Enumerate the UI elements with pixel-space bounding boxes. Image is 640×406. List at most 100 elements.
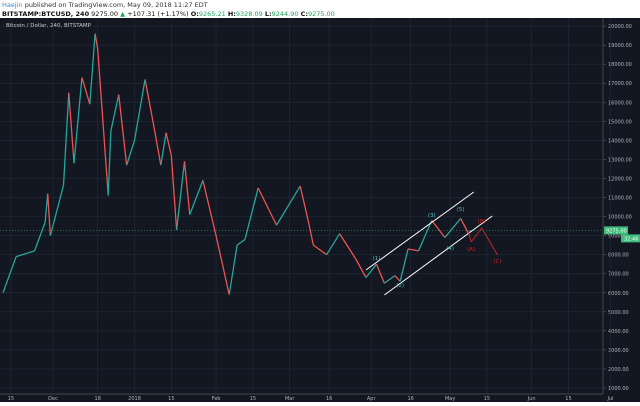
x-tick-label: Apr: [367, 396, 377, 402]
price-segment: [160, 132, 167, 166]
y-tick-label: 19000.00: [608, 43, 632, 49]
high-value: 9328.09: [235, 10, 263, 18]
price-axis: [603, 18, 640, 402]
last-price-tag: [604, 226, 628, 235]
price-segment: [73, 77, 83, 164]
y-tick-label: 9000.00: [608, 234, 629, 240]
chart-svg[interactable]: 20000.00 19000.00 18000.00 17000.00 16000.00…: [0, 18, 640, 402]
price-segment: [47, 193, 52, 236]
low-value: 9244.90: [271, 10, 299, 18]
y-tick-label: 18000.00: [608, 62, 632, 68]
price-segment: [49, 184, 65, 236]
price-segment: [383, 275, 396, 284]
y-tick-label: 10000.00: [608, 215, 632, 221]
low-label: L:: [264, 10, 272, 18]
y-tick-label: 5000.00: [608, 310, 629, 316]
author-link[interactable]: Haejin: [2, 1, 23, 9]
y-tick-label: 8000.00: [608, 253, 629, 259]
price-segment: [394, 275, 401, 282]
price-segment: [228, 245, 238, 295]
x-tick-label: May: [445, 396, 455, 402]
channel-line: [384, 215, 493, 296]
price-segment: [444, 218, 462, 238]
open-value: 9265.21: [198, 10, 226, 18]
symbol-label: BITSTAMP:BTCUSD, 240: [2, 10, 90, 18]
price-segment: [165, 132, 172, 156]
price-segment: [183, 161, 191, 215]
price-segment: [202, 180, 217, 236]
abc-projection-line: [470, 227, 483, 243]
price-segment: [89, 33, 96, 105]
x-tick-label: 18: [95, 396, 101, 402]
y-tick-label: 6000.00: [608, 291, 629, 297]
price-segment: [365, 263, 378, 278]
x-tick-label: 15: [168, 396, 174, 402]
price-segment: [375, 263, 385, 284]
price-segment: [110, 94, 120, 131]
open-label: O:: [190, 10, 199, 18]
price-segment: [44, 193, 49, 223]
abc-projection-line: [481, 227, 498, 256]
y-tick-label: 2000.00: [608, 367, 629, 373]
abc-projection-line: [468, 231, 472, 243]
y-tick-label: 17000.00: [608, 81, 632, 87]
price-segment: [339, 233, 356, 259]
price-segment: [417, 220, 433, 252]
wave-label: (1): [373, 256, 381, 262]
y-tick-label: 16000.00: [608, 100, 632, 106]
x-tick-label: 16: [326, 396, 332, 402]
y-tick-label: 3000.00: [608, 348, 629, 354]
x-tick-label: 15: [250, 396, 256, 402]
y-tick-label: 13000.00: [608, 157, 632, 163]
x-tick-label: 15: [484, 396, 490, 402]
price-segment: [170, 155, 178, 230]
abc-label: (B): [478, 219, 486, 225]
price-segment: [354, 258, 367, 278]
countdown-label: 32:46: [624, 236, 638, 242]
price-segment: [189, 180, 204, 215]
price-segment: [299, 185, 309, 221]
x-tick-label: 16: [407, 396, 413, 402]
wave-label: (5): [457, 207, 465, 213]
abc-label: (A): [467, 247, 475, 253]
chart-title: Bitcoin / Dollar, 240, BITSTAMP: [6, 23, 92, 29]
price-segment: [94, 33, 99, 50]
x-tick-label: Feb: [212, 396, 221, 402]
price-segment: [118, 94, 128, 166]
price-segment: [152, 121, 162, 166]
price-segment: [407, 248, 419, 252]
price-segment: [312, 244, 327, 256]
x-tick-label: Mar: [285, 396, 295, 402]
y-tick-label: 1000.00: [608, 386, 629, 392]
x-tick-label: Jul: [607, 396, 614, 402]
y-tick-label: 12000.00: [608, 176, 632, 182]
price-segment: [236, 238, 246, 246]
up-arrow-icon: ▲: [120, 10, 126, 18]
publish-info: Haejin published on TradingView.com, May…: [2, 1, 208, 9]
y-tick-label: 4000.00: [608, 329, 629, 335]
channel-line: [365, 191, 475, 271]
price-segment: [107, 130, 112, 196]
close-label: C:: [300, 10, 308, 18]
wave-label: (4): [446, 246, 454, 252]
y-tick-label: 14000.00: [608, 138, 632, 144]
y-tick-label: 11000.00: [608, 196, 632, 202]
price-segment: [431, 219, 446, 238]
ohlc-bar: BITSTAMP:BTCUSD, 240 9275.00 ▲ +107.31 (…: [2, 10, 335, 18]
price-segment: [175, 161, 186, 230]
price-segment: [2, 256, 17, 293]
price-segment: [460, 218, 470, 235]
countdown-tag: [621, 234, 640, 243]
x-tick-label: 15: [565, 396, 571, 402]
price-segment: [133, 79, 146, 141]
x-tick-label: Dec: [48, 396, 58, 402]
price-chart[interactable]: 20000.00 19000.00 18000.00 17000.00 16000.00…: [0, 18, 640, 402]
y-tick-label: 7000.00: [608, 272, 629, 278]
price-segment: [307, 220, 315, 246]
y-tick-label: 20000.00: [608, 24, 632, 30]
x-tick-label: 15: [8, 396, 14, 402]
price-segment: [15, 250, 35, 258]
publish-text: published on TradingView.com, May 09, 20…: [24, 1, 208, 9]
price-segment: [126, 140, 136, 166]
last-price: 9275.00: [91, 10, 119, 18]
